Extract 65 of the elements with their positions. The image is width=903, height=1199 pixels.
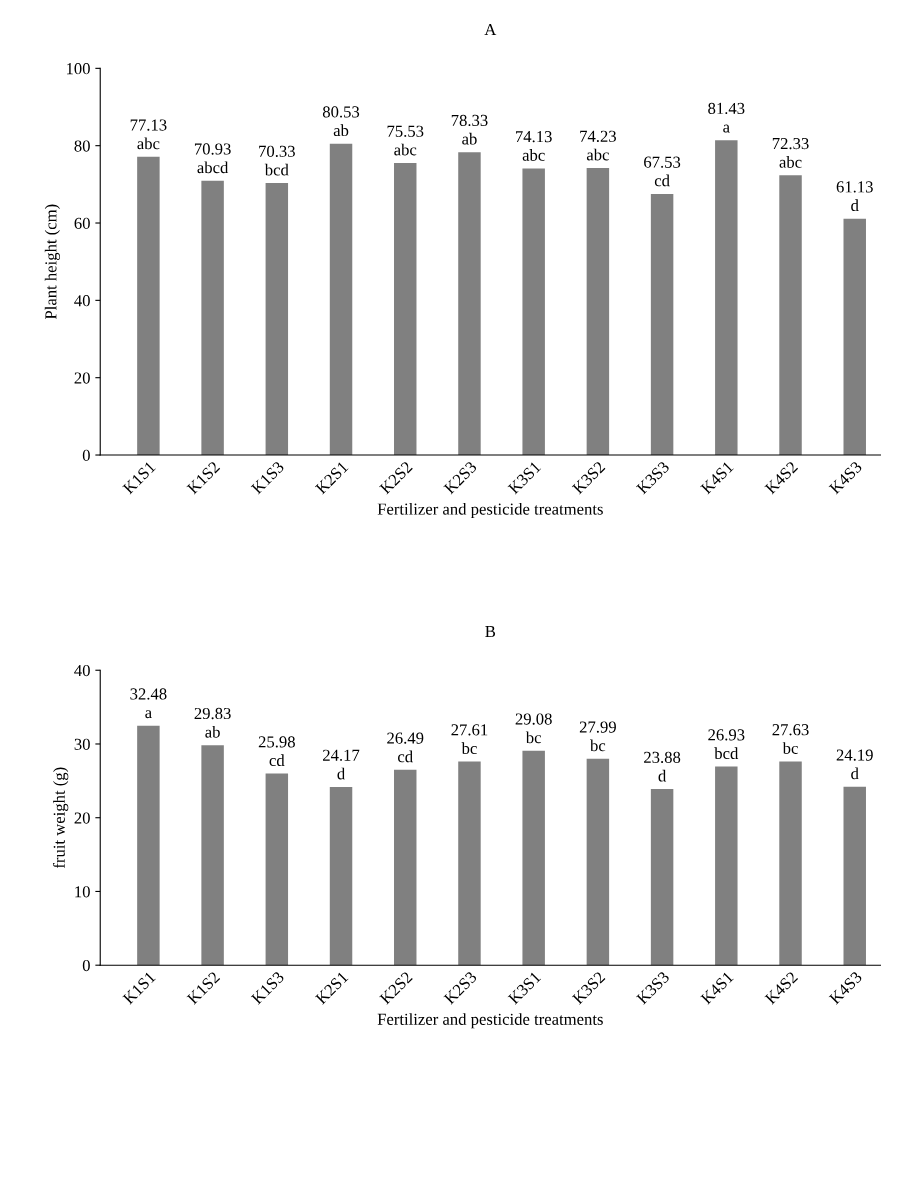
y-tick-label: 80 — [74, 140, 90, 152]
data-label: 26.93 bcd — [708, 729, 745, 760]
data-label: 29.08 bc — [515, 713, 552, 744]
data-label: 74.23 abc — [580, 130, 616, 161]
data-label: 75.53 abc — [387, 125, 424, 156]
y-tick-label: 20 — [74, 372, 90, 384]
bar — [715, 766, 738, 966]
y-tick-label: 30 — [74, 738, 90, 750]
bar — [265, 183, 289, 456]
data-label: 27.99 bc — [579, 721, 616, 752]
y-tick-label: 60 — [74, 217, 90, 229]
data-label: 23.88 d — [644, 751, 681, 782]
bar — [586, 167, 610, 456]
chart-title: B — [485, 625, 496, 637]
data-label: 80.53 ab — [322, 106, 360, 137]
data-label: 25.98 cd — [258, 736, 295, 767]
data-label: 32.48 a — [130, 688, 167, 719]
y-axis-title: fruit weight (g) — [52, 767, 69, 869]
data-label: 29.83 ab — [194, 707, 231, 738]
bar — [522, 750, 545, 966]
data-label: 81.43 a — [708, 102, 745, 133]
bar — [394, 162, 417, 456]
bar — [779, 761, 802, 966]
bar — [715, 140, 738, 456]
bar — [329, 786, 353, 966]
data-label: 61.13 d — [836, 181, 873, 212]
y-tick-label: 20 — [74, 812, 90, 824]
data-label: 74.13 abc — [516, 131, 552, 161]
bar — [779, 175, 802, 456]
bar — [650, 193, 674, 456]
data-label: 24.19 d — [836, 749, 873, 780]
data-label: 26.49 cd — [387, 732, 424, 763]
bar — [201, 745, 224, 966]
bar — [201, 180, 224, 456]
y-tick-label: 100 — [66, 63, 90, 75]
bar — [265, 773, 289, 966]
bar — [394, 769, 417, 966]
bar — [137, 156, 160, 456]
x-axis-title: Fertilizer and pesticide treatments — [377, 1013, 603, 1029]
data-label: 78.33 ab — [451, 114, 488, 145]
data-label: 72.33 abc — [772, 138, 809, 168]
x-axis-title: Fertilizer and pesticide treatments — [377, 502, 603, 519]
bar — [586, 758, 610, 966]
bar — [650, 789, 674, 966]
y-tick-label: 0 — [82, 959, 90, 972]
y-tick-label: 0 — [82, 449, 90, 461]
bar — [137, 725, 160, 966]
bar — [458, 152, 481, 456]
data-label: 70.93 abcd — [194, 143, 231, 174]
bar — [329, 143, 353, 456]
data-label: 77.13 abc — [130, 119, 167, 150]
bar — [843, 218, 866, 456]
data-label: 27.61 bc — [451, 724, 488, 755]
bar — [458, 761, 481, 966]
y-axis-title: Plant height (cm) — [44, 204, 60, 320]
chart-title: A — [484, 24, 497, 36]
y-tick-label: 40 — [74, 295, 90, 307]
data-label: 67.53 cd — [644, 156, 681, 187]
y-tick-label: 40 — [74, 664, 90, 677]
y-tick-label: 10 — [75, 886, 90, 898]
data-label: 24.17 d — [323, 749, 360, 780]
data-label: 70.33 bcd — [259, 145, 295, 176]
data-label: 27.63 bc — [772, 724, 809, 754]
bar — [522, 168, 545, 456]
bar — [843, 786, 866, 966]
